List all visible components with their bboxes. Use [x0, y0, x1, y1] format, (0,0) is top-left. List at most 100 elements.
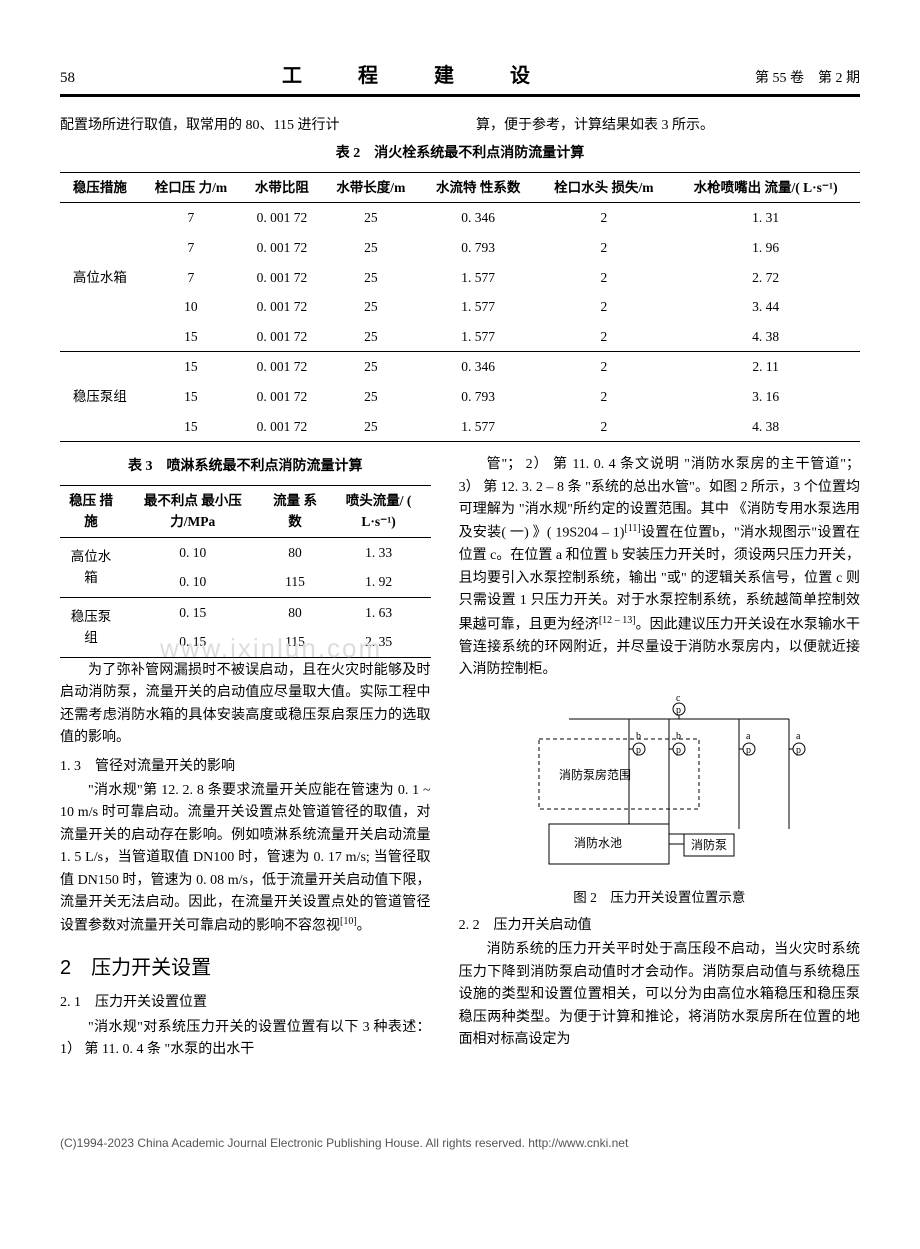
- label-p-a2: p: [796, 745, 801, 756]
- t2-cell: 7: [140, 263, 242, 293]
- t2-cell: 2: [536, 412, 671, 442]
- label-c: c: [676, 693, 681, 704]
- t3-cell: 0. 10: [122, 537, 263, 567]
- t2-cell: 7: [140, 203, 242, 233]
- t3-h3: 喷头流量/ ( L·s⁻¹): [327, 485, 431, 537]
- t2-cell: 0. 001 72: [242, 322, 322, 352]
- intro-left: 配置场所进行取值，取常用的 80、115 进行计: [60, 115, 444, 137]
- right-p2: 消防系统的压力开关平时处于高压段不启动，当火灾时系统压力下降到消防泵启动值时才会…: [459, 939, 860, 1051]
- t2-cell: 3. 44: [671, 292, 860, 322]
- t2-cell: 7: [140, 233, 242, 263]
- label-pool: 消防水池: [574, 835, 622, 850]
- t3-group-label: 高位水箱: [60, 537, 122, 597]
- t2-cell: 25: [322, 412, 420, 442]
- sec-1-3: 1. 3 管径对流量开关的影响: [60, 756, 431, 778]
- t2-cell: 25: [322, 233, 420, 263]
- t2-cell: 4. 38: [671, 322, 860, 352]
- t2-h2: 水带比阻: [242, 172, 322, 203]
- t3-cell: 1. 33: [327, 537, 431, 567]
- t2-cell: 0. 001 72: [242, 382, 322, 412]
- t2-cell: 0. 001 72: [242, 412, 322, 442]
- figure-2-caption: 图 2 压力开关设置位置示意: [459, 887, 860, 909]
- t2-cell: 0. 001 72: [242, 352, 322, 382]
- t3-cell: 80: [263, 597, 326, 627]
- t2-cell: 2. 72: [671, 263, 860, 293]
- right-column: 管"； 2） 第 11. 0. 4 条文说明 "消防水泵房的主干管道"； 3） …: [459, 452, 860, 1063]
- t3-group-label: 稳压泵组: [60, 597, 122, 657]
- t2-cell: 2. 11: [671, 352, 860, 382]
- label-room: 消防泵房范围: [559, 767, 631, 782]
- label-p-b2: p: [676, 745, 681, 756]
- t3-h0: 稳压 措施: [60, 485, 122, 537]
- t2-cell: 15: [140, 412, 242, 442]
- t2-h0: 稳压措施: [60, 172, 140, 203]
- t2-cell: 2: [536, 203, 671, 233]
- label-a2: a: [796, 731, 801, 742]
- journal-title: 工 程 建 设: [282, 60, 548, 92]
- table2-caption: 表 2 消火栓系统最不利点消防流量计算: [60, 143, 860, 165]
- t3-cell: 2. 35: [327, 627, 431, 657]
- t2-cell: 15: [140, 322, 242, 352]
- t3-cell: 0. 15: [122, 627, 263, 657]
- table2: 稳压措施 栓口压 力/m 水带比阻 水带长度/m 水流特 性系数 栓口水头 损失…: [60, 172, 860, 442]
- t2-cell: 1. 96: [671, 233, 860, 263]
- left-column: 表 3 喷淋系统最不利点消防流量计算 稳压 措施 最不利点 最小压 力/MPa …: [60, 452, 431, 1063]
- left-p2: "消水规"第 12. 2. 8 条要求流量开关应能在管速为 0. 1 ~ 10 …: [60, 780, 431, 938]
- t2-cell: 0. 001 72: [242, 263, 322, 293]
- sec-2-1: 2. 1 压力开关设置位置: [60, 992, 431, 1014]
- t2-cell: 25: [322, 382, 420, 412]
- label-b1: b: [636, 731, 641, 742]
- t2-cell: 1. 31: [671, 203, 860, 233]
- t2-group-label: 高位水箱: [60, 203, 140, 352]
- t3-cell: 1. 92: [327, 567, 431, 597]
- right-p1: 管"； 2） 第 11. 0. 4 条文说明 "消防水泵房的主干管道"； 3） …: [459, 454, 860, 681]
- t2-cell: 0. 346: [420, 203, 537, 233]
- t2-cell: 15: [140, 382, 242, 412]
- left-p1: 为了弥补管网漏损时不被误启动，且在火灾时能够及时启动消防泵，流量开关的启动值应尽…: [60, 660, 431, 750]
- label-pump: 消防泵: [691, 837, 727, 852]
- t2-cell: 0. 793: [420, 382, 537, 412]
- t2-cell: 1. 577: [420, 322, 537, 352]
- t2-h6: 水枪喷嘴出 流量/( L·s⁻¹): [671, 172, 860, 203]
- t2-cell: 2: [536, 292, 671, 322]
- t3-cell: 1. 63: [327, 597, 431, 627]
- t2-cell: 3. 16: [671, 382, 860, 412]
- t2-cell: 25: [322, 352, 420, 382]
- label-b2: b: [676, 731, 681, 742]
- label-p-a1: p: [746, 745, 751, 756]
- t2-h4: 水流特 性系数: [420, 172, 537, 203]
- t2-cell: 2: [536, 233, 671, 263]
- volume-issue: 第 55 卷 第 2 期: [755, 68, 860, 90]
- t3-h1: 最不利点 最小压 力/MPa: [122, 485, 263, 537]
- t2-cell: 25: [322, 292, 420, 322]
- t2-cell: 4. 38: [671, 412, 860, 442]
- page-header: 58 工 程 建 设 第 55 卷 第 2 期: [60, 60, 860, 97]
- sec-2-2: 2. 2 压力开关启动值: [459, 915, 860, 937]
- t2-h1: 栓口压 力/m: [140, 172, 242, 203]
- t2-cell: 0. 001 72: [242, 203, 322, 233]
- intro-right: 算，便于参考，计算结果如表 3 所示。: [476, 115, 860, 137]
- footer: (C)1994-2023 China Academic Journal Elec…: [60, 1134, 860, 1153]
- sec-2: 2 压力开关设置: [60, 952, 431, 984]
- t2-cell: 2: [536, 263, 671, 293]
- label-p-c: p: [676, 705, 681, 716]
- table3: 稳压 措施 最不利点 最小压 力/MPa 流量 系数 喷头流量/ ( L·s⁻¹…: [60, 485, 431, 659]
- t2-group-label: 稳压泵组: [60, 352, 140, 442]
- t3-cell: 0. 15: [122, 597, 263, 627]
- t3-cell: 115: [263, 627, 326, 657]
- t2-h3: 水带长度/m: [322, 172, 420, 203]
- t3-cell: 0. 10: [122, 567, 263, 597]
- t2-cell: 25: [322, 203, 420, 233]
- t2-cell: 0. 793: [420, 233, 537, 263]
- t2-cell: 1. 577: [420, 292, 537, 322]
- intro-line: 配置场所进行取值，取常用的 80、115 进行计 算，便于参考，计算结果如表 3…: [60, 115, 860, 137]
- t2-cell: 0. 346: [420, 352, 537, 382]
- t3-cell: 115: [263, 567, 326, 597]
- figure-2-diagram: 消防泵房范围 p c p b p b p a: [509, 689, 809, 879]
- t2-cell: 25: [322, 263, 420, 293]
- t2-cell: 1. 577: [420, 412, 537, 442]
- t3-cell: 80: [263, 537, 326, 567]
- t2-cell: 2: [536, 382, 671, 412]
- t2-cell: 25: [322, 322, 420, 352]
- t2-cell: 15: [140, 352, 242, 382]
